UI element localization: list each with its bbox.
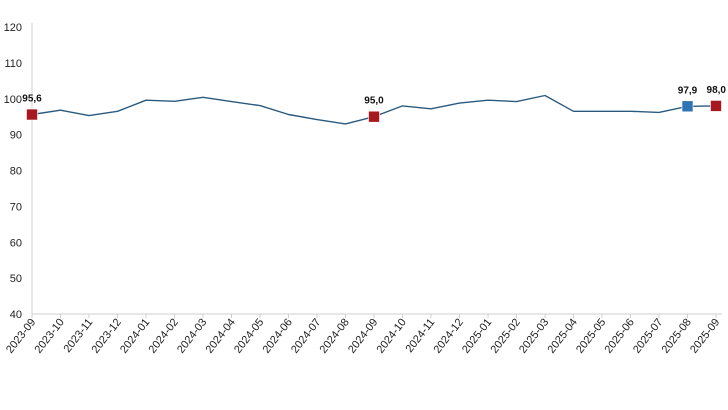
highlight-marker <box>681 100 694 113</box>
y-tick-label: 70 <box>10 201 22 213</box>
highlight-markers: 95,6 95,0 97,9 98,0 <box>22 85 727 123</box>
highlight-marker <box>26 108 38 121</box>
y-axis: 40 50 60 70 80 90 100 110 120 <box>4 22 33 321</box>
y-tick-label: 60 <box>10 237 22 249</box>
y-tick-label: 110 <box>4 58 22 70</box>
highlight-marker <box>710 100 722 112</box>
y-tick-label: 120 <box>4 22 22 34</box>
x-axis: 2023-092023-102023-112023-122024-012024-… <box>4 313 722 356</box>
x-tick-label: 2025-09 <box>688 316 722 355</box>
highlight-marker <box>368 110 380 123</box>
y-tick-label: 90 <box>10 130 22 142</box>
data-label: 98,0 <box>707 85 727 96</box>
y-tick-label: 50 <box>10 273 22 285</box>
x-tick-label: 2023-10 <box>33 316 67 355</box>
x-tick-label: 2024-10 <box>375 316 409 355</box>
data-label: 97,9 <box>678 85 698 96</box>
y-tick-label: 40 <box>10 309 22 321</box>
y-tick-label: 80 <box>10 166 22 178</box>
data-label: 95,0 <box>364 96 384 107</box>
y-tick-label: 100 <box>4 94 22 106</box>
data-label: 95,6 <box>22 94 42 105</box>
